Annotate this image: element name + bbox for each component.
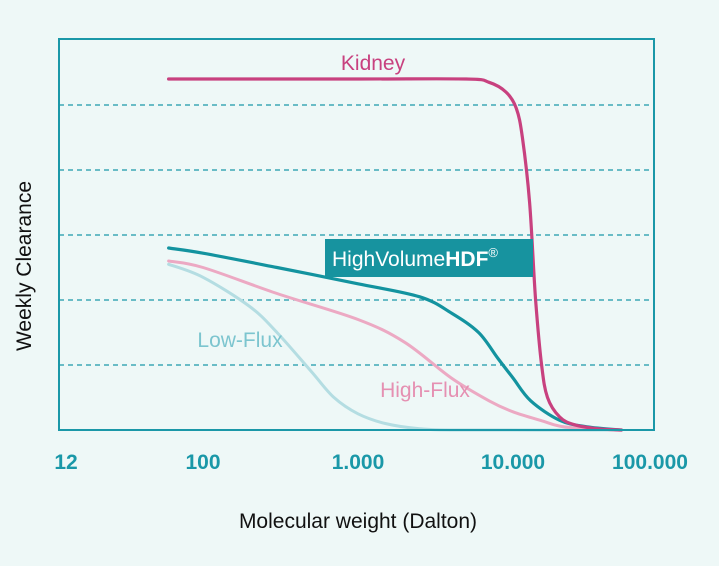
- series-label-high-flux: High-Flux: [380, 379, 470, 402]
- hdf-badge-text-bold: HDF: [445, 248, 488, 271]
- x-tick-labels: 12 100 1.000 10.000 100.000: [54, 451, 688, 474]
- series-label-low-flux: Low-Flux: [197, 329, 283, 352]
- hdf-badge-background: [325, 239, 533, 277]
- hdf-badge: HighVolumeHDF®: [325, 239, 533, 277]
- x-tick-10000: 10.000: [481, 451, 545, 474]
- hdf-badge-label: HighVolumeHDF®: [332, 245, 498, 271]
- series-line-high-flux: [167, 259, 623, 432]
- series-line-kidney: [167, 77, 623, 432]
- series-line-highvolumehdf: [167, 246, 623, 432]
- y-axis-title: Weekly Clearance: [13, 181, 36, 351]
- x-tick-1000: 1.000: [332, 451, 385, 474]
- x-axis-title: Molecular weight (Dalton): [239, 510, 477, 533]
- plot-frame: [58, 38, 655, 431]
- x-tick-100: 100: [185, 451, 220, 474]
- x-tick-12: 12: [54, 451, 77, 474]
- series-labels: Kidney HighVolumeHDF® Low-Flux High-Flux: [197, 52, 533, 402]
- hdf-badge-text-main: HighVolume: [332, 248, 445, 271]
- series-label-kidney: Kidney: [341, 52, 406, 75]
- gridlines: [59, 104, 654, 366]
- x-tick-100000: 100.000: [612, 451, 688, 474]
- hdf-badge-registered-mark: ®: [488, 245, 498, 260]
